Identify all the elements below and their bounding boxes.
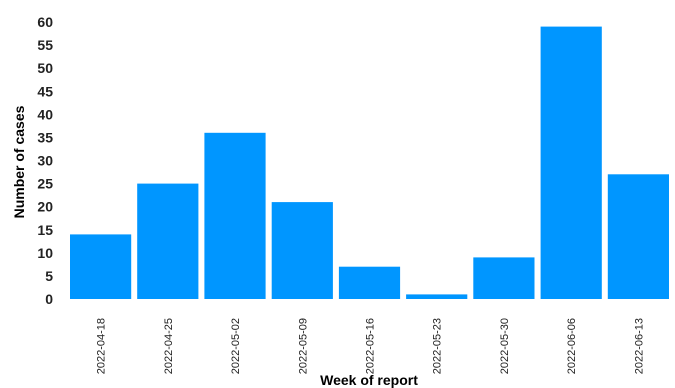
x-tick-label: 2022-06-06 — [566, 318, 578, 374]
bar — [70, 234, 132, 299]
x-tick-label: 2022-06-13 — [633, 318, 645, 374]
y-tick-label: 50 — [37, 60, 53, 76]
bars — [70, 26, 669, 299]
bar — [338, 266, 401, 299]
y-tick-label: 15 — [37, 222, 53, 238]
y-tick-label: 60 — [37, 14, 53, 30]
x-axis-title: Week of report — [320, 372, 418, 388]
x-tick-label: 2022-04-18 — [96, 318, 108, 374]
bar — [406, 294, 468, 299]
y-tick-label: 55 — [37, 37, 53, 53]
y-tick-label: 20 — [37, 199, 53, 215]
y-axis-title: Number of cases — [11, 105, 27, 218]
y-tick-label: 10 — [37, 245, 53, 261]
y-tick-label: 5 — [45, 268, 53, 284]
bar — [473, 257, 535, 299]
x-tick-label: 2022-05-02 — [230, 318, 242, 374]
bar — [607, 174, 669, 299]
x-axis-ticks: 2022-04-18 2022-04-25 2022-05-02 2022-05-09… — [96, 318, 646, 374]
bar — [137, 183, 199, 299]
x-tick-label: 2022-04-25 — [163, 318, 175, 374]
x-tick-label: 2022-05-09 — [297, 318, 309, 374]
bar — [271, 202, 333, 299]
y-tick-label: 0 — [45, 291, 53, 307]
x-tick-label: 2022-05-16 — [365, 318, 377, 374]
y-tick-label: 40 — [37, 106, 53, 122]
y-tick-label: 30 — [37, 153, 53, 169]
y-tick-label: 45 — [37, 83, 53, 99]
y-tick-label: 35 — [37, 129, 53, 145]
y-axis-ticks: 0 5 10 15 20 25 30 35 40 45 50 55 60 — [37, 14, 53, 307]
x-tick-label: 2022-05-30 — [499, 318, 511, 374]
y-tick-label: 25 — [37, 176, 53, 192]
bar — [204, 132, 266, 299]
bar — [540, 26, 602, 299]
x-tick-label: 2022-05-23 — [432, 318, 444, 374]
